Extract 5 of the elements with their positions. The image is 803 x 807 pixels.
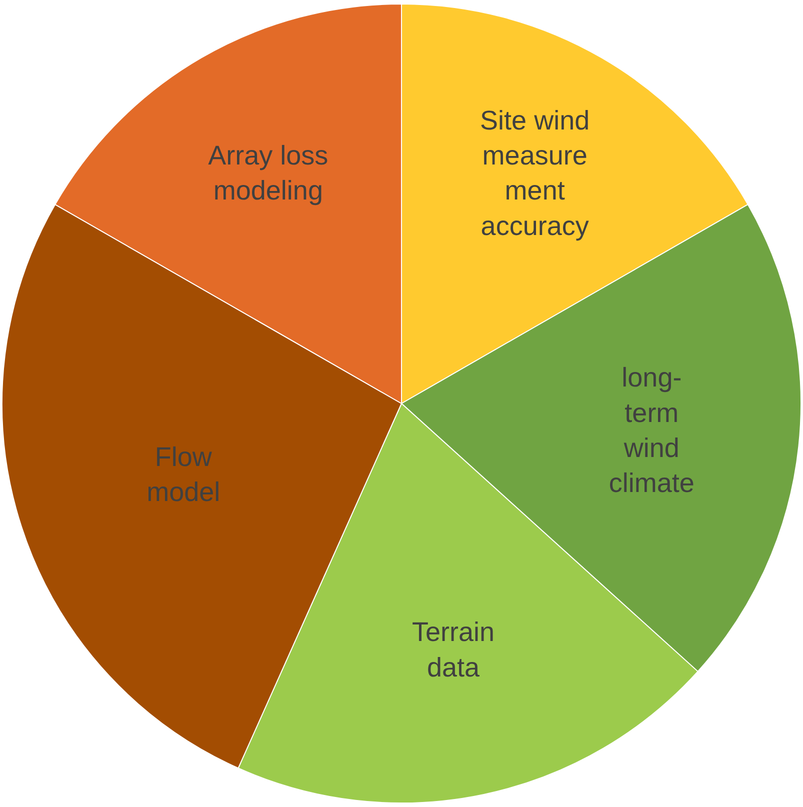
slice-label: Array loss modeling — [208, 140, 328, 206]
slice-label: Terrain data — [412, 617, 495, 682]
slice-label: Site wind measure ment accuracy — [480, 105, 590, 241]
slice-label: long- term wind climate — [608, 362, 694, 498]
slice-label: Flow model — [146, 442, 220, 507]
